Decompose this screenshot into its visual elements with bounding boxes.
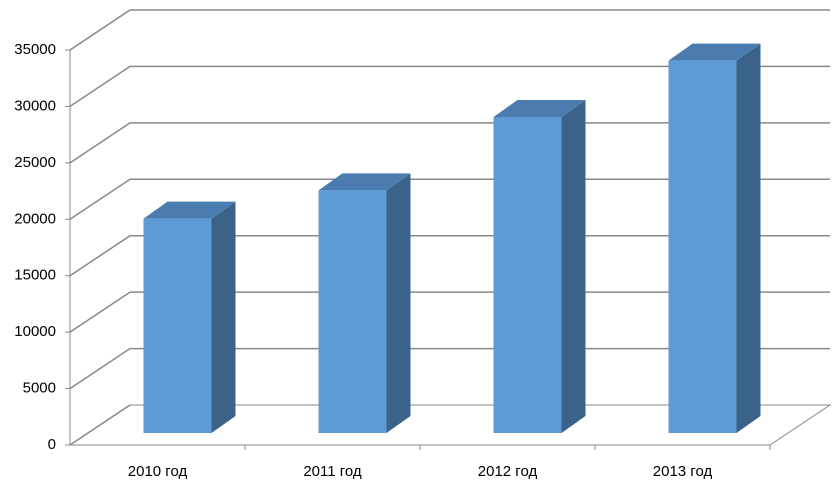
bar-top	[143, 201, 236, 219]
y-tick-label: 15000	[14, 267, 56, 284]
bar	[318, 173, 411, 433]
grid-line	[69, 122, 131, 164]
y-tick-label: 5000	[23, 380, 56, 397]
grid-line	[69, 9, 131, 51]
bar-side	[736, 43, 761, 433]
y-tick-label: 30000	[14, 97, 56, 114]
bar-front	[318, 190, 387, 433]
grid-line	[69, 404, 131, 446]
grid-line	[69, 65, 131, 108]
x-tick-label: 2011 год	[303, 463, 362, 480]
bar-top	[668, 43, 761, 61]
y-tick-label: 0	[48, 436, 56, 453]
bar-top	[318, 173, 411, 191]
x-tick-label: 2012 год	[478, 463, 538, 480]
bar-side	[211, 201, 236, 433]
y-tick-label: 35000	[14, 41, 56, 58]
x-tick-label: 2013 год	[653, 463, 713, 480]
y-tick-label: 10000	[14, 323, 56, 340]
bar-side	[386, 173, 411, 433]
y-tick-label: 25000	[14, 154, 56, 171]
grid-line	[69, 347, 131, 390]
bar-front	[143, 218, 212, 433]
bar-top	[493, 100, 586, 117]
bar-front	[493, 117, 562, 433]
bar-front	[668, 60, 737, 433]
bar	[493, 100, 586, 433]
grid-line	[69, 235, 131, 277]
y-tick-label: 20000	[14, 210, 56, 227]
bar	[143, 201, 236, 433]
x-tick-label: 2010 год	[128, 463, 188, 480]
grid-line	[69, 291, 131, 333]
grid-line	[69, 178, 131, 220]
bar-side	[561, 100, 586, 433]
bar	[668, 43, 761, 433]
